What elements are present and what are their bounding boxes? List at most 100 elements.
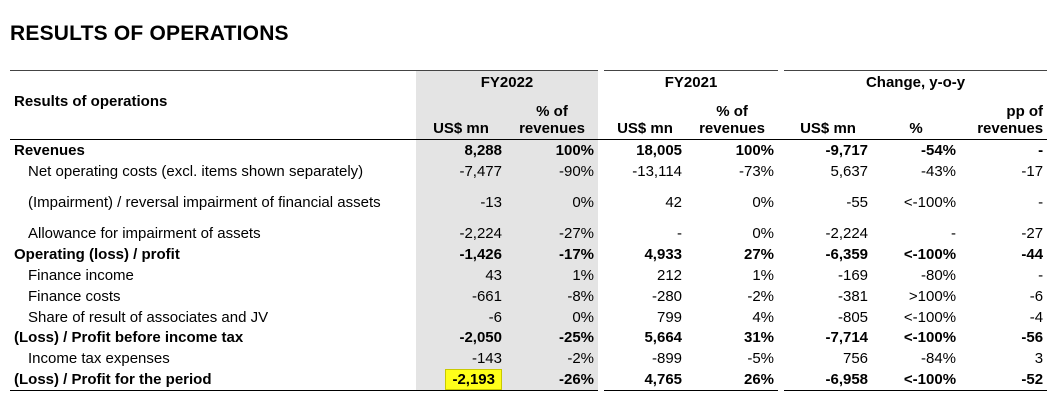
cell-fy22-usd: -1,426 [416, 244, 506, 266]
cell-fy22-usd: -6 [416, 306, 506, 328]
cell-chg-pp: - [960, 138, 1048, 161]
cell-fy22-pct: -25% [506, 327, 599, 349]
cell-chg-usd: 756 [843, 350, 869, 368]
cell-fy22-pct: -2% [506, 348, 599, 370]
cell-fy21-usd: -280 [651, 287, 683, 305]
subheader-chg-usd: US$ mn [784, 91, 873, 140]
cell-fy22-usd: -13 [416, 181, 506, 224]
row-label: Operating (loss) / profit [14, 246, 180, 264]
cell-chg-pp: -27 [1021, 225, 1044, 243]
subheader-fy21-pct: % of revenues [686, 91, 779, 140]
results-table-container: FY2022 FY2021 Change, y-o-y Results of o… [10, 70, 1048, 391]
highlighted-value: -2,193 [445, 369, 502, 391]
cell-fy22-usd: -7,477 [416, 160, 506, 182]
cell-fy21-usd: -13,114 [632, 162, 683, 180]
cell-fy22-pct: -26% [506, 369, 599, 391]
cell-fy21-usd: 18,005 [604, 138, 687, 161]
cell-chg-usd: -2,224 [825, 225, 869, 243]
cell-fy21-pct: 27% [744, 246, 775, 264]
cell-chg-pp: 3 [1034, 350, 1044, 368]
cell-chg-usd: -381 [838, 287, 869, 305]
cell-chg-pp: -4 [1029, 308, 1044, 326]
cell-chg-pp: -44 [1021, 246, 1044, 264]
table-row: Share of result of associates and JV -6 0%… [10, 306, 1047, 328]
cell-fy22-usd: 43 [416, 265, 506, 286]
cell-fy22-usd: -143 [416, 348, 506, 370]
row-label: Revenues [10, 138, 416, 161]
row-label: Share of result of associates and JV [28, 308, 269, 326]
cell-chg-usd: -9,717 [784, 138, 873, 161]
row-label: Income tax expenses [28, 350, 170, 368]
cell-chg-pct: <-100% [903, 246, 957, 264]
cell-fy21-pct: 1% [752, 267, 775, 285]
cell-fy21-usd: 4,933 [644, 246, 683, 264]
table-row: Allowance for impairment of assets -2,224… [10, 223, 1047, 245]
cell-chg-pp: -17 [1021, 162, 1044, 180]
cell-fy22-pct: -90% [506, 160, 599, 182]
cell-fy22-usd: 8,288 [416, 138, 506, 161]
cell-fy22-pct: 0% [506, 181, 599, 224]
table-row: Finance income 43 1% 212 1% -169 -80% - [10, 265, 1047, 286]
cell-fy21-pct: -5% [747, 350, 775, 368]
cell-fy22-usd: -2,050 [416, 327, 506, 349]
cell-chg-pct: <-100% [903, 329, 957, 347]
cell-chg-usd: 5,637 [830, 162, 869, 180]
table-row: (Loss) / Profit before income tax -2,050-… [10, 327, 1047, 349]
row-header-label: Results of operations [10, 91, 416, 140]
cell-fy22-pct: 1% [506, 265, 599, 286]
row-header-cell-top [10, 70, 416, 91]
page-title: RESULTS OF OPERATIONS [10, 22, 289, 45]
cell-fy21-usd: -899 [651, 350, 683, 368]
row-label: (Loss) / Profit for the period [10, 369, 416, 391]
cell-fy21-pct: -2% [747, 287, 775, 305]
cell-chg-usd: -6,958 [784, 369, 873, 391]
cell-fy22-usd: -2,193 [416, 369, 506, 391]
table-row: Finance costs -661 -8% -280 -2% -381 >100% -6 [10, 285, 1047, 307]
results-table-body: Revenues 8,288 100% 18,005 100% -9,717 -54% - Ne… [10, 138, 1048, 391]
cell-chg-pp: - [1038, 267, 1044, 285]
cell-chg-pp: -52 [960, 369, 1048, 391]
subheader-row: Results of operations US$ mn % of revenu… [10, 91, 1048, 140]
cell-fy21-usd: 42 [665, 194, 683, 212]
group-header-row: FY2022 FY2021 Change, y-o-y [10, 70, 1048, 91]
cell-fy21-pct: 4% [752, 308, 775, 326]
cell-fy22-pct: -8% [506, 285, 599, 307]
cell-chg-usd: -6,359 [825, 246, 869, 264]
subheader-fy22-pct: % of revenues [506, 91, 599, 140]
cell-fy21-usd: 212 [656, 267, 683, 285]
cell-fy21-usd: 5,664 [644, 329, 683, 347]
cell-fy22-pct: -17% [506, 244, 599, 266]
group-header-fy2021: FY2021 [604, 70, 779, 91]
table-row: Net operating costs (excl. items shown s… [10, 160, 1047, 182]
cell-chg-pct: <-100% [903, 194, 957, 212]
group-header-change: Change, y-o-y [784, 70, 1048, 91]
cell-chg-usd: -55 [846, 194, 869, 212]
table-row: Income tax expenses -143 -2% -899 -5% 756 -84%… [10, 348, 1047, 370]
cell-fy21-pct: 0% [752, 225, 775, 243]
cell-chg-pct: -54% [872, 138, 961, 161]
cell-fy21-usd: - [677, 225, 683, 243]
cell-fy22-pct: 0% [506, 306, 599, 328]
cell-chg-pct: - [951, 225, 957, 243]
cell-fy21-pct: 31% [744, 329, 775, 347]
cell-fy21-usd: 799 [656, 308, 683, 326]
cell-fy22-usd: -661 [416, 285, 506, 307]
cell-fy21-pct: 26% [686, 369, 779, 391]
cell-chg-pct: <-100% [903, 308, 957, 326]
cell-chg-pct: -84% [921, 350, 957, 368]
group-header-fy2022: FY2022 [416, 70, 599, 91]
table-row: (Impairment) / reversal impairment of fi… [10, 181, 1047, 224]
cell-fy22-usd: -2,224 [416, 223, 506, 245]
subheader-fy21-usd: US$ mn [604, 91, 687, 140]
cell-chg-pp: -6 [1029, 287, 1044, 305]
row-label: Finance income [28, 267, 134, 285]
cell-fy22-pct: 100% [506, 138, 599, 161]
cell-fy21-pct: 100% [686, 138, 779, 161]
table-row: Operating (loss) / profit -1,426 -17% 4,933… [10, 244, 1047, 266]
cell-fy22-pct: -27% [506, 223, 599, 245]
row-label: Allowance for impairment of assets [28, 225, 261, 243]
subheader-chg-pct: % [872, 91, 961, 140]
row-label: Finance costs [28, 287, 121, 305]
cell-chg-pct: -80% [921, 267, 957, 285]
table-row: (Loss) / Profit for the period -2,193 -26%… [10, 369, 1048, 391]
